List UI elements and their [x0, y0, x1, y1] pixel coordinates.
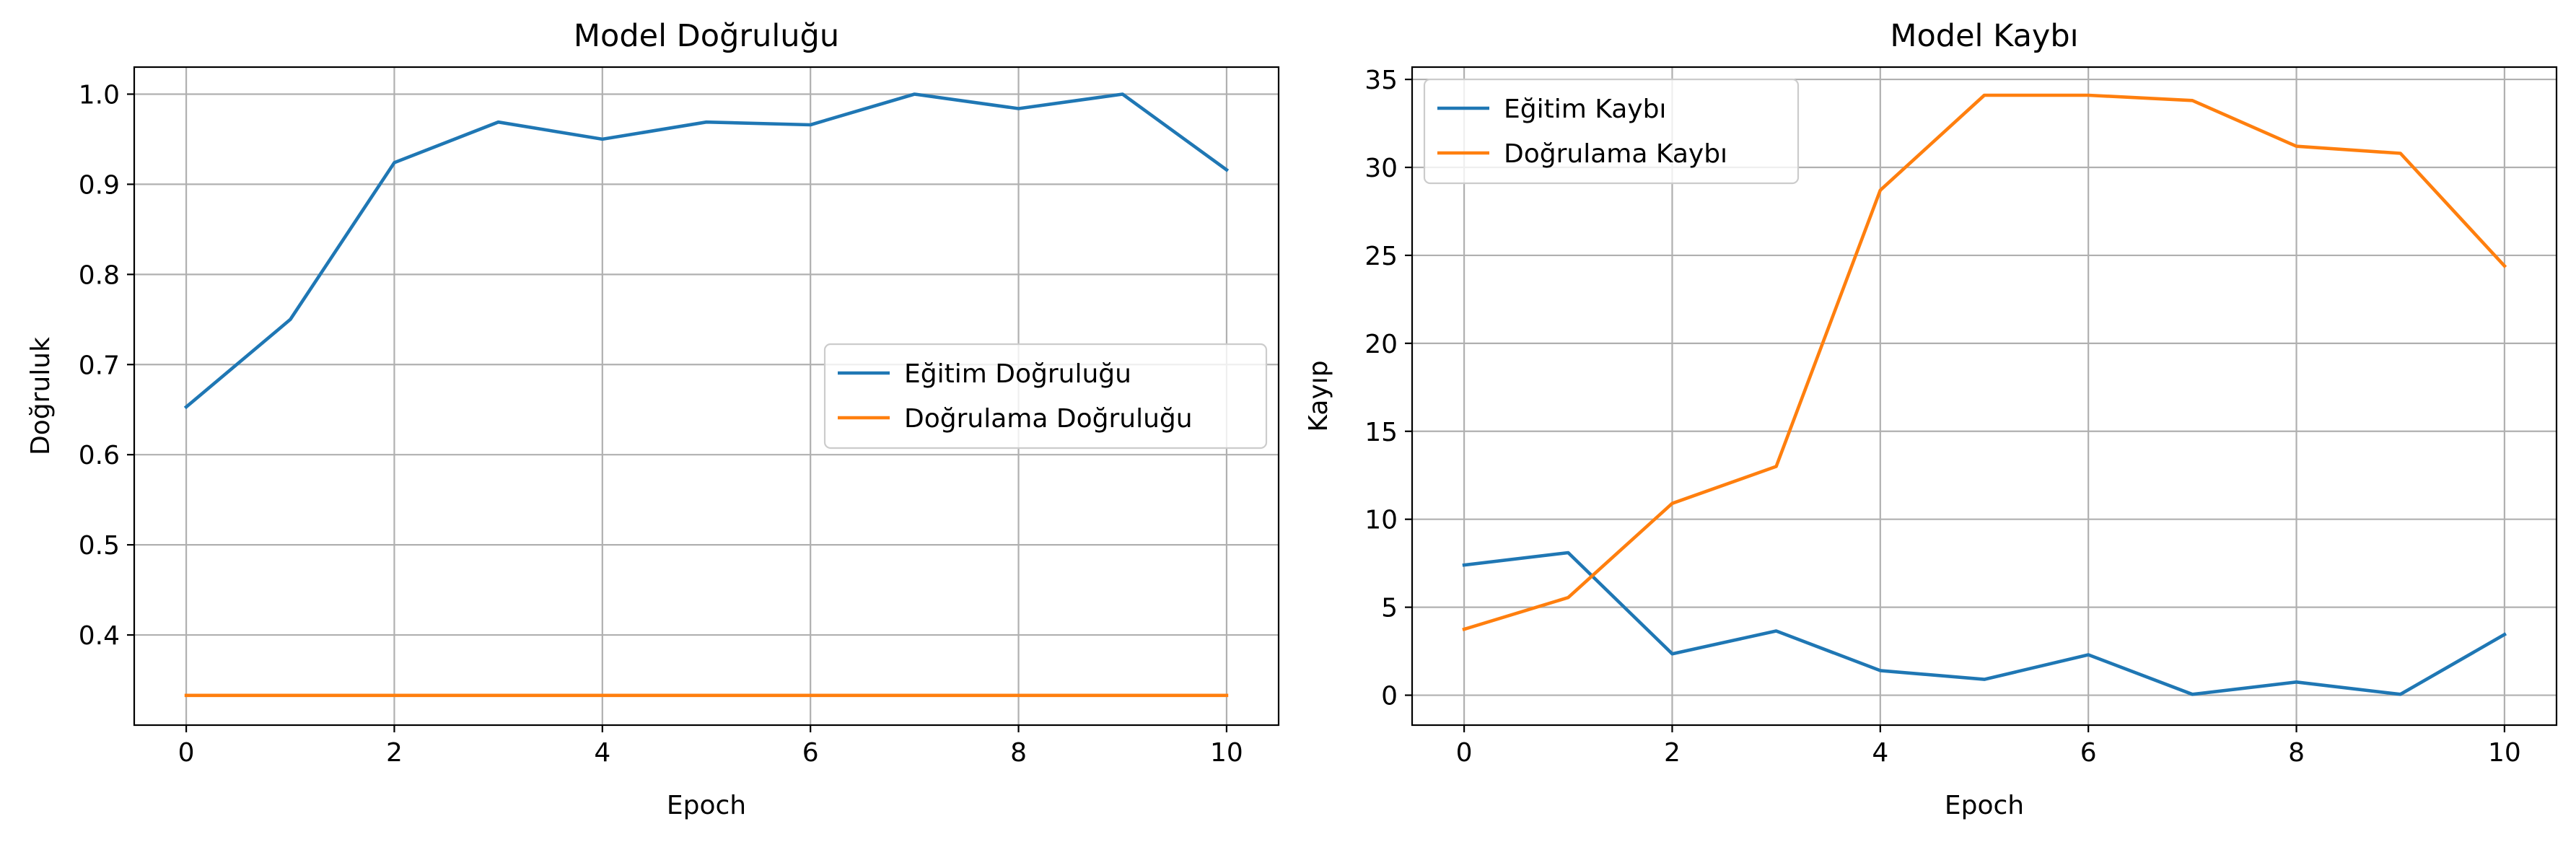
y-tick-label: 0.8: [79, 260, 120, 290]
x-tick-label: 0: [1456, 738, 1473, 768]
y-tick-label: 20: [1364, 330, 1398, 359]
legend-label-0: Eğitim Kaybı: [1504, 95, 1666, 124]
y-tick-label: 0: [1381, 682, 1398, 711]
x-tick-label: 10: [1210, 738, 1243, 768]
y-tick-label: 30: [1364, 154, 1398, 183]
y-tick-label: 5: [1381, 594, 1398, 623]
x-tick-label: 10: [2488, 738, 2521, 768]
legend: Eğitim Kaybı Doğrulama Kaybı: [1423, 78, 1800, 185]
y-tick-label: 0.9: [79, 170, 120, 200]
legend-box: [823, 343, 1268, 449]
plot-frame: [1411, 66, 2558, 727]
x-tick-label: 6: [802, 738, 819, 768]
series-line-1: [1462, 93, 2507, 631]
y-tick-label: 15: [1364, 418, 1398, 447]
y-tick-label: 35: [1364, 66, 1398, 95]
y-tick-label: 0.4: [79, 621, 120, 651]
x-tick-label: 8: [2288, 738, 2305, 768]
x-tick-label: 4: [594, 738, 610, 768]
loss-chart: 0 2 4 6 8 10 0 5 10 15 20 25 30 35 Model Kaybı Epoch Kay…: [1304, 18, 2558, 820]
y-tick-label: 0.5: [79, 531, 120, 561]
legend-label-0: Eğitim Doğruluğu: [904, 359, 1131, 389]
legend: Eğitim Doğruluğu Doğrulama Doğruluğu: [823, 343, 1268, 449]
x-tick-label: 6: [2080, 738, 2097, 768]
y-tick-label: 10: [1364, 506, 1398, 535]
y-tick-label: 1.0: [79, 80, 120, 110]
x-axis-label: Epoch: [1945, 791, 2024, 820]
x-tick-label: 2: [386, 738, 403, 768]
chart-title: Model Doğruluğu: [574, 18, 839, 54]
x-axis-label: Epoch: [667, 791, 746, 820]
x-tick-label: 4: [1872, 738, 1888, 768]
accuracy-chart: 0 2 4 6 8 10 0.4 0.5 0.6 0.7 0.8 0.9 1.0 Model Doğrul…: [26, 18, 1280, 820]
chart-title: Model Kaybı: [1890, 18, 2078, 54]
y-tick-label: 0.7: [79, 351, 120, 380]
y-tick-label: 25: [1364, 242, 1398, 271]
legend-label-1: Doğrulama Doğruluğu: [904, 404, 1193, 434]
x-tick-label: 8: [1010, 738, 1027, 768]
series-line-0: [1462, 551, 2507, 696]
y-axis-label: Doğruluk: [26, 337, 56, 455]
x-tick-label: 2: [1664, 738, 1681, 768]
y-axis-label: Kayıp: [1304, 360, 1333, 431]
series-line-0: [183, 92, 1230, 410]
y-tick-label: 0.6: [79, 441, 120, 470]
plot-frame: [133, 66, 1280, 727]
x-tick-label: 0: [178, 738, 195, 768]
legend-label-1: Doğrulama Kaybı: [1504, 139, 1727, 169]
legend-box: [1423, 78, 1800, 185]
